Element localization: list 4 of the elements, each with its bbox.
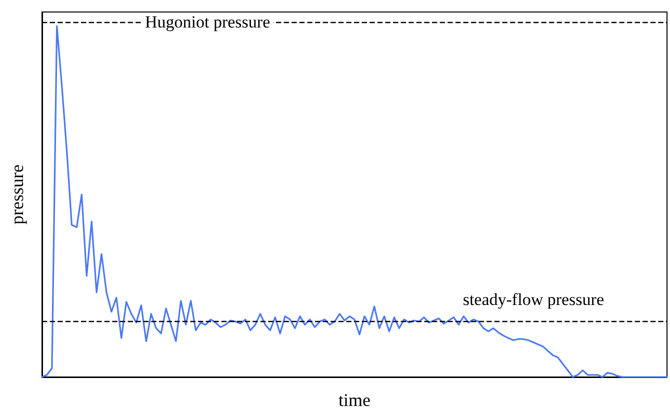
ref-line-label: steady-flow pressure [462, 290, 604, 309]
ref-line-label: Hugoniot pressure [145, 12, 270, 32]
x-axis-title: time [338, 390, 371, 410]
y-axis-title: pressure [7, 164, 27, 224]
